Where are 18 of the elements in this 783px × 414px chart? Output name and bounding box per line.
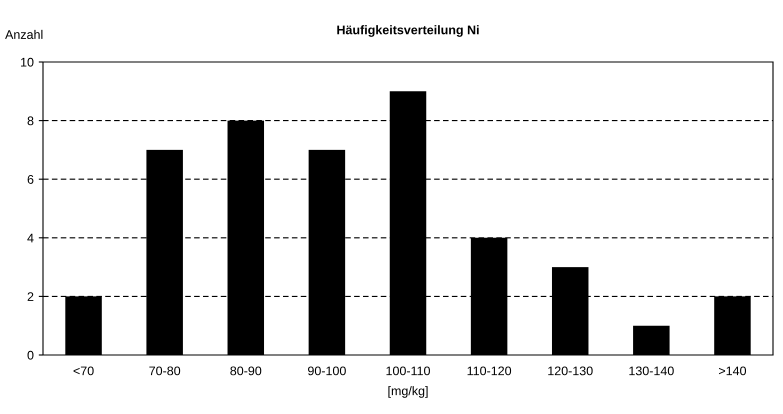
y-axis-title: Anzahl [5,30,42,40]
x-tick-label: 80-90 [230,366,262,376]
y-tick-label: 10 [21,58,34,67]
x-axis-title: [mg/kg] [388,386,428,398]
x-tick-label: 100-110 [386,366,430,376]
chart-title: Häufigkeitsverteilung Ni [337,25,479,37]
y-tick-label: 8 [28,116,34,126]
x-tick-label: 130-140 [629,366,674,376]
y-tick-label: 4 [27,234,34,242]
y-tick-label: 2 [28,292,34,301]
y-tick-label: 6 [28,175,34,184]
x-tick-label: 120-130 [548,366,593,376]
x-tick-label: 70-80 [149,366,180,376]
x-tick-label: 110-120 [468,366,512,376]
x-tick-label: 90-100 [308,366,346,376]
x-tick-label: >140 [718,366,746,376]
x-tick-label: <70 [74,366,94,376]
y-tick-label: 0 [28,350,34,360]
